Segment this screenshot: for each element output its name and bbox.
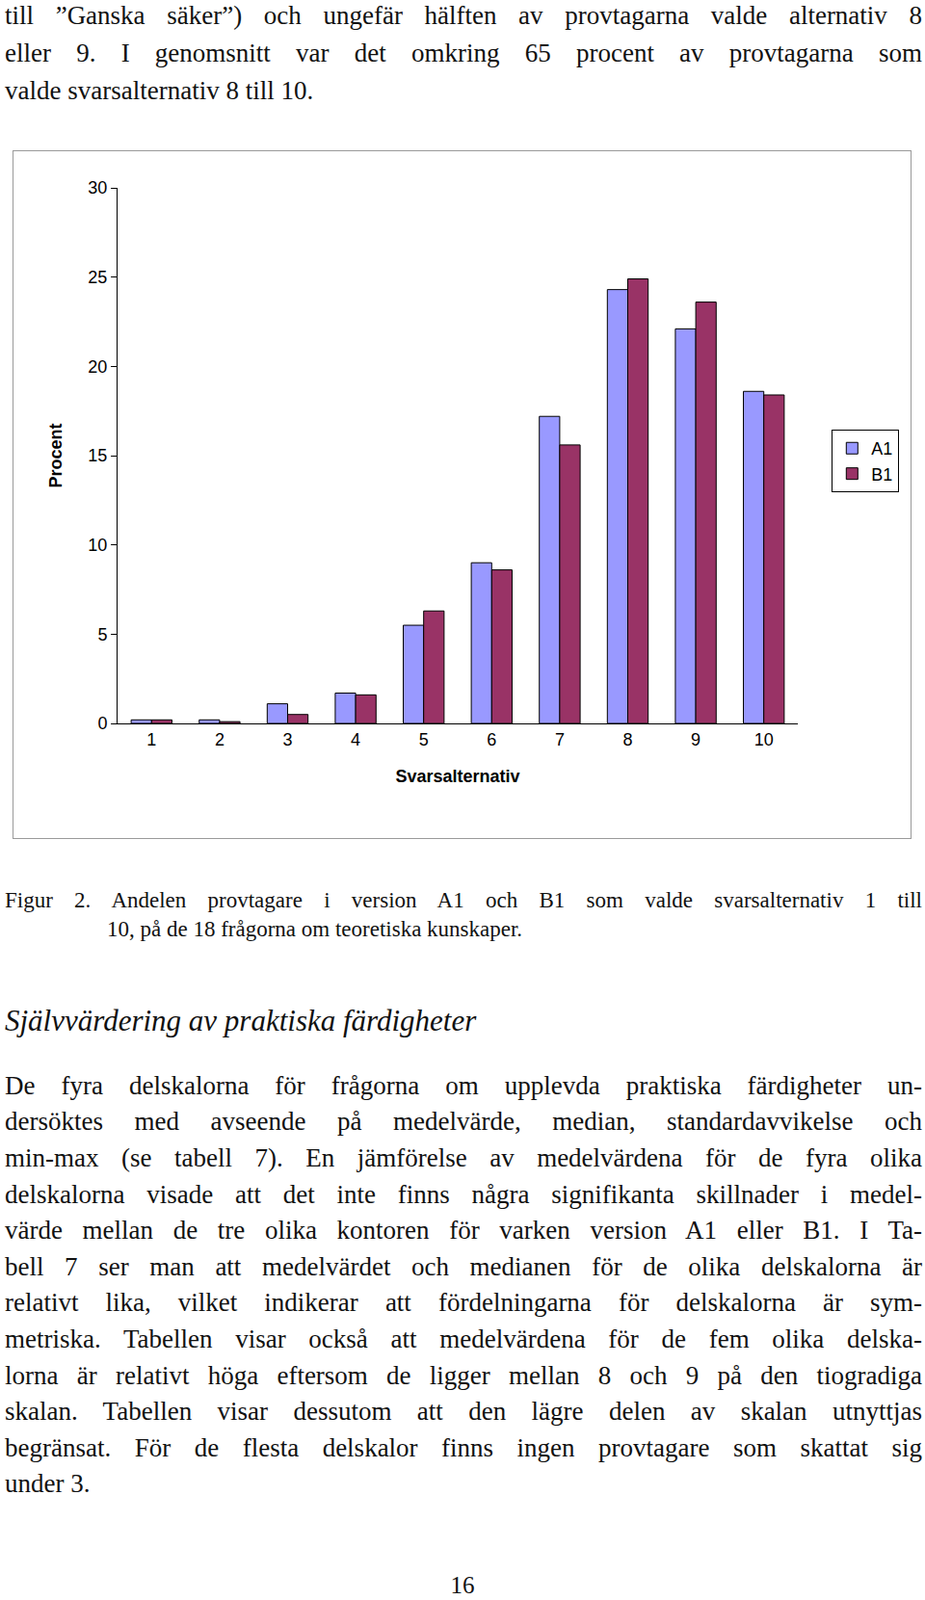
html-text:eller 9. I genomsnitt var det: eller 9. I genomsnitt var det omkring 65… [4, 38, 923, 68]
html-text:metriska. Tabellen visar också: metriska. Tabellen visar också att medel… [4, 1324, 923, 1354]
svg-text:2: 2 [214, 730, 225, 750]
svg-text:B1: B1 [871, 465, 893, 485]
svg-text:1: 1 [146, 730, 157, 750]
html-text:min-max (se tabell 7). En jämf: min-max (se tabell 7). En jämförelse av … [4, 1143, 923, 1173]
svg-text:5: 5 [419, 730, 429, 750]
svg-text:4: 4 [350, 730, 361, 750]
svg-text:0: 0 [97, 713, 107, 734]
svg-text:3: 3 [282, 730, 292, 750]
svg-text:25: 25 [87, 267, 107, 288]
svg-text:6: 6 [486, 730, 497, 750]
html-text:De fyra delskalorna för frågor: De fyra delskalorna för frågorna om uppl… [4, 1071, 923, 1101]
svg-text:A1: A1 [871, 439, 893, 459]
svg-text:Svarsalternativ: Svarsalternativ [395, 766, 520, 787]
svg-text:Procent: Procent [46, 422, 66, 488]
svg-text:10: 10 [87, 535, 107, 555]
html-text:relativt lika, vilket indikera: relativt lika, vilket indikerar att förd… [4, 1288, 923, 1318]
html-text:bell 7 ser man att medelvärdet: bell 7 ser man att medelvärdet och media… [4, 1252, 923, 1282]
svg-text:5: 5 [97, 625, 107, 645]
html-text:skalan. Tabellen visar dessuto: skalan. Tabellen visar dessutom att den … [4, 1397, 923, 1427]
html-text:16: 16 [450, 1572, 475, 1599]
html-text:dersöktes med avseende på mede: dersöktes med avseende på medelvärde, me… [4, 1107, 923, 1137]
html-text:under 3.: under 3. [4, 1469, 91, 1499]
html-text:begränsat. För de flesta delsk: begränsat. För de flesta delskalor finns… [4, 1433, 923, 1463]
svg-text:8: 8 [622, 730, 633, 750]
html-text:värde mellan de tre olika kont: värde mellan de tre olika kontoren för v… [4, 1215, 923, 1245]
html-text:10, på de 18 frågorna om teore: 10, på de 18 frågorna om teoretiska kuns… [106, 917, 523, 942]
html-text:till ”Ganska säker”) och ungef: till ”Ganska säker”) och ungefär hälften… [4, 0, 923, 30]
html-text:Självvärdering av praktiska fä: Självvärdering av praktiska färdigheter [4, 1004, 477, 1038]
svg-text:7: 7 [555, 730, 565, 750]
html-text:valde svarsalternativ 8 till 1: valde svarsalternativ 8 till 10. [4, 76, 314, 106]
svg-text:20: 20 [87, 357, 107, 377]
html-text:delskalorna visade att det int: delskalorna visade att det inte finns nå… [4, 1180, 923, 1210]
html-text:Figur 2. Andelen provtagare i: Figur 2. Andelen provtagare i version A1… [4, 888, 923, 913]
svg-text:15: 15 [87, 446, 107, 466]
svg-text:30: 30 [87, 178, 107, 198]
svg-text:9: 9 [690, 730, 701, 750]
html-text:lorna är relativt höga efterso: lorna är relativt höga eftersom de ligge… [4, 1361, 923, 1391]
svg-text:10: 10 [754, 730, 774, 750]
